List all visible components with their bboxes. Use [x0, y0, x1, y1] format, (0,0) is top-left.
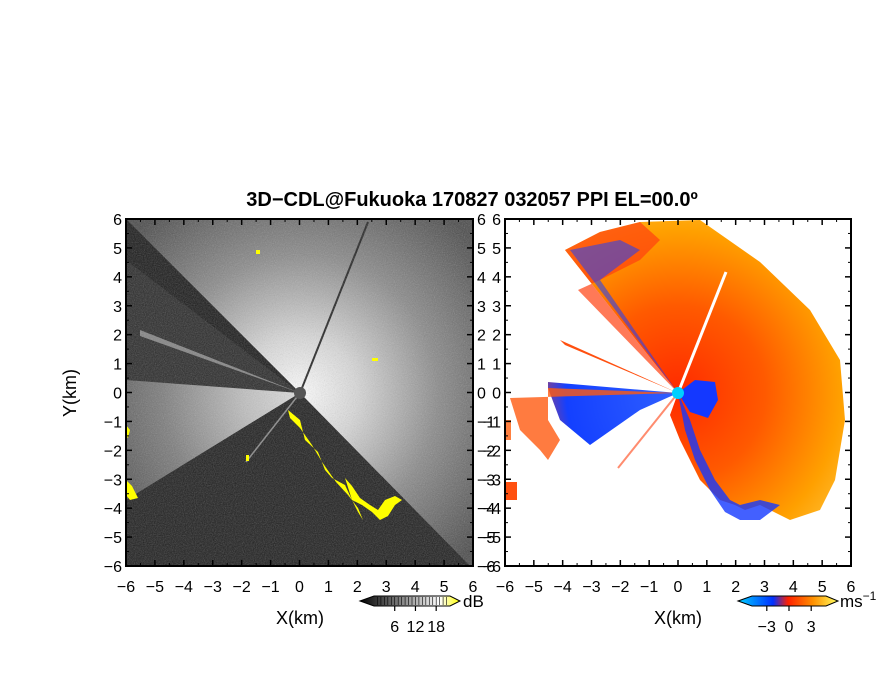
y-tick-label: −1 [483, 414, 501, 431]
y-tick-label: 6 [492, 212, 501, 229]
x-tick-label: −5 [146, 579, 164, 596]
intensity-y-axis-label: Y(km) [60, 369, 80, 417]
y-tick-label-right: −3 [477, 472, 495, 489]
colorbar-tick-label: 3 [807, 619, 816, 636]
intensity-colorbar-ticks: 6 12 18 [377, 597, 447, 636]
y-tick-label: 4 [113, 270, 122, 287]
velocity-panel: −6 −5 −4 −3 −2 −1 0 1 2 3 4 5 6 6543210−1−2−3−4−5−6 … [483, 212, 877, 636]
intensity-x-axis-label: X(km) [276, 608, 324, 628]
intensity-colorbar: 6 12 18 dB [358, 592, 484, 636]
velocity-heatmap [505, 219, 851, 566]
y-tick-label: 2 [113, 328, 122, 345]
y-tick-label: 5 [492, 241, 501, 258]
y-tick-label-right: 3 [477, 299, 486, 316]
x-tick-label: −3 [582, 579, 600, 596]
colorbar-tick-label: 12 [407, 619, 425, 636]
y-tick-label: −1 [104, 414, 122, 431]
velocity-colorbar: −3 0 3 ms−1 [736, 589, 877, 636]
x-tick-label: 2 [731, 579, 740, 596]
x-tick-label: −2 [611, 579, 629, 596]
x-tick-label: 5 [818, 579, 827, 596]
colorbar-tick-label: −3 [758, 619, 776, 636]
x-tick-label: 0 [295, 579, 304, 596]
x-tick-label: −4 [554, 579, 572, 596]
x-tick-label: 1 [702, 579, 711, 596]
y-tick-label: −2 [483, 443, 501, 460]
x-tick-label: 4 [789, 579, 798, 596]
y-tick-label-right: 0 [477, 386, 486, 403]
x-tick-label: 2 [353, 579, 362, 596]
x-tick-label: 5 [440, 579, 449, 596]
velocity-axis-ticks [504, 218, 852, 567]
y-tick-label: 3 [113, 299, 122, 316]
intensity-axis-ticks [125, 218, 474, 567]
x-tick-label: 4 [411, 579, 420, 596]
x-tick-label: 1 [324, 579, 333, 596]
intensity-colorbar-bar [358, 595, 462, 607]
y-tick-label-right: −5 [477, 530, 495, 547]
y-tick-label: −4 [483, 501, 501, 518]
y-tick-label-right: 1 [477, 357, 486, 374]
velocity-colorbar-unit: ms−1 [840, 589, 877, 611]
intensity-x-tick-labels: −6 −5 −4 −3 −2 −1 0 1 2 3 4 5 6 [117, 579, 478, 596]
y-tick-label: −2 [104, 443, 122, 460]
x-tick-label: 6 [469, 579, 478, 596]
x-tick-label: −4 [175, 579, 193, 596]
x-tick-label: −6 [117, 579, 135, 596]
x-tick-label: −6 [496, 579, 514, 596]
x-tick-label: −3 [204, 579, 222, 596]
y-tick-label: 3 [492, 299, 501, 316]
y-tick-label: −4 [104, 501, 122, 518]
y-tick-label-right: 6 [477, 212, 486, 229]
y-tick-label: 0 [492, 386, 501, 403]
x-tick-label: 0 [674, 579, 683, 596]
intensity-panel: −6 −5 −4 −3 −2 −1 0 1 2 3 4 5 6 6 65 54 43 32 21 10 0−1 −1−2… [60, 212, 495, 636]
y-tick-label-right: −2 [477, 443, 495, 460]
intensity-colorbar-unit: dB [463, 592, 484, 611]
y-tick-label-right: 5 [477, 241, 486, 258]
y-tick-label: 6 [113, 212, 122, 229]
x-tick-label: 6 [847, 579, 856, 596]
velocity-colorbar-bar [736, 595, 840, 607]
y-tick-label-right: 4 [477, 270, 486, 287]
x-tick-label: −5 [525, 579, 543, 596]
y-tick-label: 5 [113, 241, 122, 258]
y-tick-label: −6 [483, 559, 501, 576]
colorbar-tick-label: 0 [785, 619, 794, 636]
colorbar-tick-label: 6 [390, 619, 399, 636]
x-tick-label: 3 [382, 579, 391, 596]
velocity-y-tick-labels: 6 5 4 3 2 1 0 −1 −2 −3 −4 −5 −6 [483, 212, 501, 576]
y-tick-label-right: 2 [477, 328, 486, 345]
y-tick-label: 2 [492, 328, 501, 345]
chart-title: 3D−CDL@Fukuoka 170827 032057 PPI EL=00.0… [246, 189, 698, 211]
y-tick-label: 4 [492, 270, 501, 287]
y-tick-label-right: −4 [477, 501, 495, 518]
velocity-x-axis-label: X(km) [654, 608, 702, 628]
intensity-heatmap [126, 219, 473, 566]
y-tick-label: −6 [104, 559, 122, 576]
x-tick-label: −1 [261, 579, 279, 596]
y-tick-label: −3 [104, 472, 122, 489]
x-tick-label: −1 [640, 579, 658, 596]
y-tick-label: −5 [104, 530, 122, 547]
x-tick-label: 3 [760, 579, 769, 596]
y-tick-label: 1 [492, 357, 501, 374]
y-tick-label: −5 [483, 530, 501, 547]
y-tick-label: 1 [113, 357, 122, 374]
intensity-y-tick-labels: 6 6 5 5 4 4 3 3 2 2 1 1 0 0 −1 −1 −2 −2 −3 −3 −4 −4 −5 −5 −6 −6 [104, 212, 496, 576]
velocity-x-tick-labels: −6 −5 −4 −3 −2 −1 0 1 2 3 4 5 6 [496, 579, 856, 596]
y-tick-label: 0 [113, 386, 122, 403]
y-tick-label-right: −6 [477, 559, 495, 576]
y-tick-label: −3 [483, 472, 501, 489]
x-tick-label: −2 [233, 579, 251, 596]
velocity-colorbar-ticks: −3 0 3 [758, 606, 816, 636]
y-tick-label-right: −1 [477, 414, 495, 431]
colorbar-tick-label: 18 [427, 619, 445, 636]
